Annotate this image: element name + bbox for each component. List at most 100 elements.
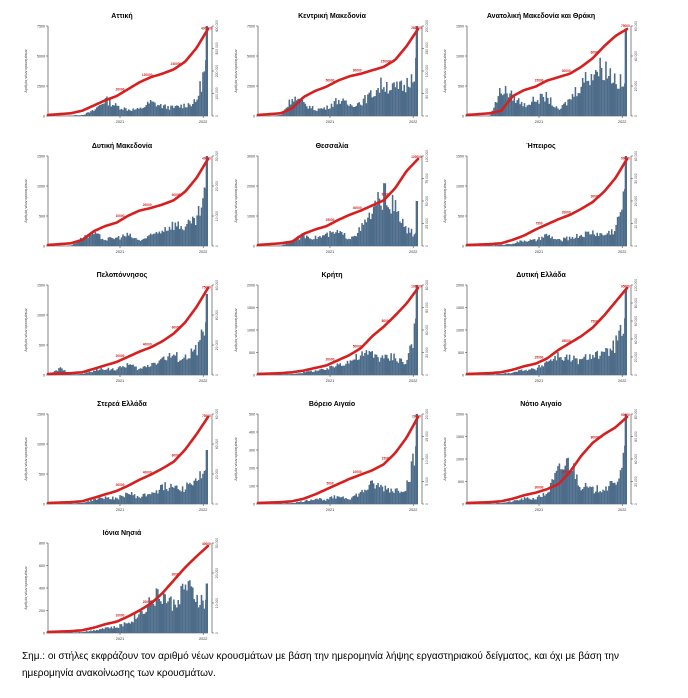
case-bar: [555, 470, 558, 504]
right-tick-label: 10 000: [634, 218, 638, 228]
case-bar: [388, 209, 391, 246]
case-bar: [599, 57, 601, 116]
case-bar: [174, 485, 177, 504]
case-bar: [82, 373, 85, 375]
left-tick-label: 500: [458, 85, 464, 89]
case-bar: [603, 351, 606, 375]
case-bar: [314, 110, 317, 116]
case-bar: [205, 294, 208, 375]
case-bar: [203, 470, 206, 504]
case-bar: [197, 479, 200, 504]
case-bar: [288, 243, 291, 246]
case-bar: [509, 93, 511, 116]
case-bar: [538, 365, 540, 375]
line-data-label: 150000: [381, 60, 392, 64]
line-data-label: 50000: [326, 78, 335, 82]
case-bar: [355, 105, 358, 116]
case-bar: [81, 373, 84, 375]
chart-panel: Ιόνια Νησιά 0 200 400 600 800 0 10 000 20 000 30 …: [22, 529, 222, 651]
case-bar: [168, 226, 171, 246]
case-bar: [196, 481, 198, 504]
case-bar: [78, 631, 81, 633]
case-bar: [72, 374, 75, 375]
case-bar: [365, 490, 368, 504]
case-bar: [536, 496, 539, 504]
case-bar: [101, 628, 104, 633]
case-bar: [378, 92, 381, 116]
case-bar: [362, 355, 365, 375]
case-bar: [513, 500, 516, 504]
case-bar: [282, 111, 285, 116]
case-bar: [400, 491, 403, 504]
case-bar: [590, 359, 593, 375]
cumulative-line: [256, 157, 420, 247]
case-bar: [560, 108, 562, 116]
case-bar: [558, 357, 561, 375]
cumulative-line: [256, 27, 420, 117]
case-bar: [180, 104, 182, 116]
case-bar: [106, 497, 108, 504]
line-data-label: 45000: [562, 339, 571, 343]
case-bar: [561, 105, 564, 116]
case-bar: [314, 498, 317, 504]
case-bar: [317, 499, 320, 504]
case-bar: [523, 370, 526, 375]
case-bar: [512, 243, 514, 246]
case-bar: [529, 369, 532, 375]
case-bar: [177, 489, 180, 504]
case-bar: [157, 104, 159, 116]
case-bar: [93, 370, 95, 375]
case-bar: [91, 110, 94, 116]
case-bar: [565, 354, 568, 375]
case-bar: [129, 623, 132, 633]
left-tick-label: 1500: [37, 284, 45, 288]
right-tick-label: 40 000: [634, 151, 638, 161]
case-bar: [128, 494, 130, 504]
case-bar: [205, 26, 208, 116]
case-bar: [383, 358, 385, 375]
case-bar: [523, 103, 526, 116]
case-bar: [327, 369, 330, 375]
case-bar: [145, 496, 148, 504]
line-data-label: 30000: [172, 572, 181, 576]
case-bar: [390, 353, 392, 375]
case-bar: [129, 494, 132, 504]
left-tick-label: 200: [39, 609, 45, 613]
case-bar: [282, 244, 285, 246]
case-bar: [155, 231, 158, 246]
case-bar: [394, 200, 397, 246]
line-data-label: 30000: [562, 69, 571, 73]
case-bar: [103, 103, 105, 116]
case-bar: [323, 235, 326, 246]
left-tick-label: 2000: [247, 284, 255, 288]
left-tick-label: 500: [39, 215, 45, 219]
case-bar: [107, 367, 110, 375]
right-tick-label: 75 000: [425, 173, 429, 183]
case-bar: [399, 81, 401, 116]
case-bar: [388, 492, 391, 504]
case-bar: [308, 238, 311, 246]
case-bar: [526, 497, 529, 504]
case-bar: [100, 368, 102, 375]
case-bar: [391, 360, 394, 375]
case-bar: [528, 498, 530, 504]
left-tick-label: 1500: [456, 306, 464, 310]
right-tick-label: 100 000: [425, 65, 429, 77]
case-bar: [165, 108, 168, 116]
case-bar: [202, 473, 204, 504]
case-bar: [176, 352, 178, 375]
case-bar: [507, 97, 510, 116]
case-bar: [186, 224, 188, 246]
line-data-label: 120000: [142, 73, 153, 77]
case-bar: [497, 96, 500, 116]
x-tick-label: 2022: [199, 637, 207, 641]
case-bar: [306, 499, 308, 504]
case-bar: [346, 239, 349, 246]
left-tick-label: 400: [39, 587, 45, 591]
case-bar: [135, 619, 137, 633]
line-data-label: 50000: [562, 470, 571, 474]
case-bar: [301, 233, 304, 246]
case-bar: [139, 498, 142, 504]
case-bar: [69, 374, 72, 375]
